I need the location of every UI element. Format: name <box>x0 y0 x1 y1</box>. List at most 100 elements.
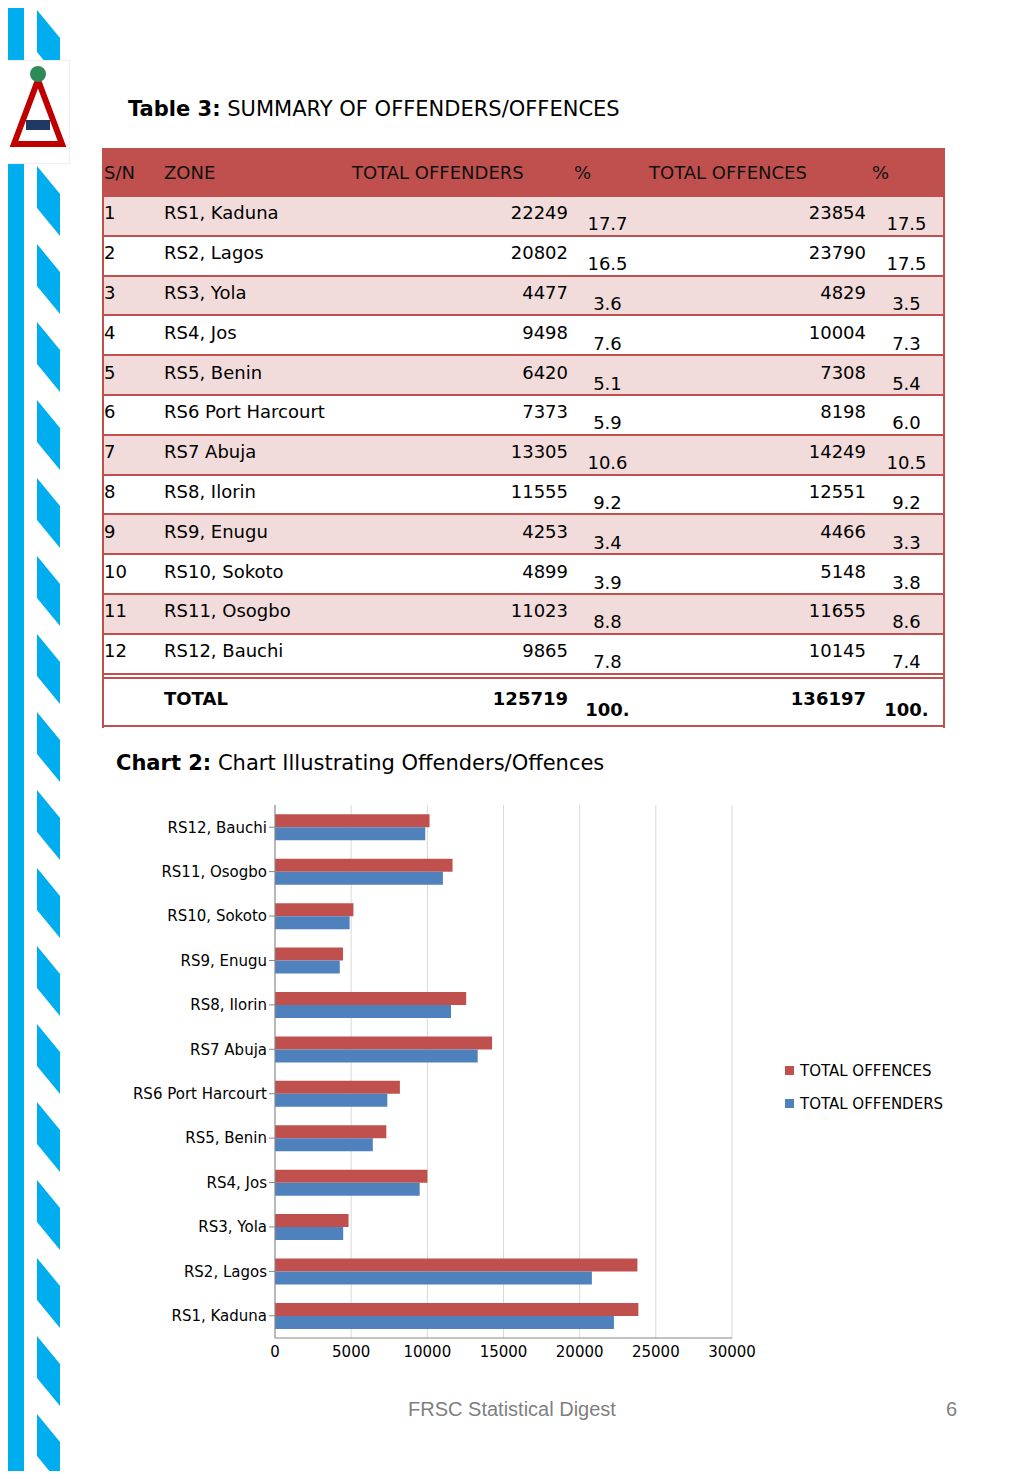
html-text:5.1: 5.1 <box>593 372 622 394</box>
html-text:11555: 11555 <box>510 481 568 502</box>
html-text:5.4: 5.4 <box>892 372 921 394</box>
html-text:9865: 9865 <box>522 640 568 662</box>
html-text:RS3, Yola: RS3, Yola <box>164 282 247 303</box>
html-text:14249: 14249 <box>808 441 866 463</box>
svg-text:RS3, Yola: RS3, Yola <box>198 1218 267 1236</box>
html-text:22249: 22249 <box>510 202 568 224</box>
html-text:7.3: 7.3 <box>892 332 921 354</box>
html-text:Chart 2: Chart Illustrating Of: Chart 2: Chart Illustrating Offenders/Of… <box>116 751 605 775</box>
html-text:3.8: 3.8 <box>892 571 921 593</box>
html-text:23854: 23854 <box>808 202 866 224</box>
svg-text:RS4, Jos: RS4, Jos <box>207 1174 268 1192</box>
html-text:9498: 9498 <box>522 321 568 343</box>
svg-text:RS5, Benin: RS5, Benin <box>185 1129 267 1147</box>
html-text:RS11, Osogbo: RS11, Osogbo <box>164 600 291 622</box>
svg-text:RS6 Port Harcourt: RS6 Port Harcourt <box>133 1085 267 1103</box>
html-text:8.6: 8.6 <box>892 611 921 633</box>
html-text:10.6: 10.6 <box>587 452 628 474</box>
html-text:RS7 Abuja: RS7 Abuja <box>164 441 257 463</box>
svg-text:RS1, Kaduna: RS1, Kaduna <box>171 1307 267 1325</box>
html-text:TOTAL OFFENCES: TOTAL OFFENCES <box>800 1061 932 1080</box>
html-text:7373: 7373 <box>522 401 568 423</box>
html-text:RS9, Enugu: RS9, Enugu <box>164 520 268 542</box>
html-text:4899: 4899 <box>522 560 568 582</box>
html-text:RS12, Bauchi: RS12, Bauchi <box>164 640 284 662</box>
html-text:100.: 100. <box>884 699 929 721</box>
html-text:RS10, Sokoto: RS10, Sokoto <box>164 560 284 582</box>
html-text:8198: 8198 <box>820 401 866 423</box>
svg-text:30000: 30000 <box>708 1343 756 1361</box>
html-text:RS4, Jos: RS4, Jos <box>164 321 237 343</box>
html-text:4829: 4829 <box>820 282 866 303</box>
html-text:ZONE: ZONE <box>164 162 216 183</box>
html-text:RS1, Kaduna: RS1, Kaduna <box>164 202 279 224</box>
html-text:10145: 10145 <box>808 640 866 662</box>
html-text:11655: 11655 <box>808 600 866 622</box>
html-text:3.9: 3.9 <box>593 571 622 593</box>
svg-text:RS9, Enugu: RS9, Enugu <box>180 952 267 970</box>
html-text:8.8: 8.8 <box>593 611 622 633</box>
html-text:4477: 4477 <box>522 282 568 303</box>
svg-text:RS7 Abuja: RS7 Abuja <box>190 1041 267 1059</box>
html-text:7308: 7308 <box>820 361 866 383</box>
html-text:11: 11 <box>104 600 127 622</box>
html-text:20802: 20802 <box>510 242 568 264</box>
svg-text:RS12, Bauchi: RS12, Bauchi <box>168 819 267 837</box>
html-text:RS6 Port Harcourt: RS6 Port Harcourt <box>164 401 325 423</box>
html-text:100.: 100. <box>585 699 630 721</box>
html-text:1: 1 <box>104 202 116 224</box>
html-text:TOTAL OFFENDERS: TOTAL OFFENDERS <box>352 162 524 183</box>
html-text:5.9: 5.9 <box>593 412 622 434</box>
html-text:17.5: 17.5 <box>886 213 927 235</box>
svg-text:5000: 5000 <box>332 1343 370 1361</box>
html-text:10.5: 10.5 <box>886 452 927 474</box>
html-text:4253: 4253 <box>522 520 568 542</box>
html-text:7.6: 7.6 <box>593 332 622 354</box>
html-text:136197: 136197 <box>790 688 866 710</box>
html-text:Table 3: SUMMARY OF OFFENDERS/: Table 3: SUMMARY OF OFFENDERS/OFFENCES <box>128 97 620 121</box>
html-text:10004: 10004 <box>808 321 866 343</box>
html-text:9.2: 9.2 <box>892 492 921 513</box>
html-text:4466: 4466 <box>820 520 866 542</box>
html-text:9.2: 9.2 <box>593 492 622 513</box>
html-text:23790: 23790 <box>808 242 866 264</box>
svg-text:RS11, Osogbo: RS11, Osogbo <box>161 863 267 881</box>
html-text:7.4: 7.4 <box>892 651 921 673</box>
html-text:4: 4 <box>104 321 116 343</box>
html-text:3: 3 <box>104 282 116 303</box>
svg-text:25000: 25000 <box>632 1343 680 1361</box>
svg-text:RS10, Sokoto: RS10, Sokoto <box>167 907 267 925</box>
html-text:2: 2 <box>104 242 116 264</box>
svg-text:15000: 15000 <box>480 1343 528 1361</box>
html-text:11023: 11023 <box>510 600 568 622</box>
html-text:RS2, Lagos: RS2, Lagos <box>164 242 264 264</box>
html-text:7.8: 7.8 <box>593 651 622 673</box>
html-text:3.6: 3.6 <box>593 293 622 314</box>
svg-text:RS2, Lagos: RS2, Lagos <box>184 1263 267 1281</box>
svg-text:0: 0 <box>270 1343 280 1361</box>
html-text:10: 10 <box>104 560 127 582</box>
html-text:12: 12 <box>104 640 127 662</box>
html-text:5148: 5148 <box>820 560 866 582</box>
html-text:17.7: 17.7 <box>587 213 628 235</box>
html-text:17.5: 17.5 <box>886 253 927 275</box>
html-text:TOTAL: TOTAL <box>164 688 228 710</box>
html-text:TOTAL OFFENCES: TOTAL OFFENCES <box>649 162 807 183</box>
html-text:13305: 13305 <box>510 441 568 463</box>
html-text:RS5, Benin: RS5, Benin <box>164 361 263 383</box>
svg-text:RS8, Ilorin: RS8, Ilorin <box>190 996 267 1014</box>
html-text:3.4: 3.4 <box>593 531 622 553</box>
svg-text:20000: 20000 <box>556 1343 604 1361</box>
html-text:125719: 125719 <box>492 688 568 710</box>
html-text:RS8, Ilorin: RS8, Ilorin <box>164 481 256 502</box>
html-text:FRSC Statistical Digest: FRSC Statistical Digest <box>408 1398 616 1420</box>
html-text:6420: 6420 <box>522 361 568 383</box>
html-text:16.5: 16.5 <box>587 253 628 275</box>
html-text:3.3: 3.3 <box>892 531 921 553</box>
html-text:12551: 12551 <box>808 481 866 502</box>
html-text:S/N: S/N <box>104 162 135 183</box>
html-text:3.5: 3.5 <box>892 293 921 314</box>
html-text:TOTAL OFFENDERS: TOTAL OFFENDERS <box>800 1094 944 1113</box>
html-text:6.0: 6.0 <box>892 412 921 434</box>
svg-text:10000: 10000 <box>403 1343 451 1361</box>
